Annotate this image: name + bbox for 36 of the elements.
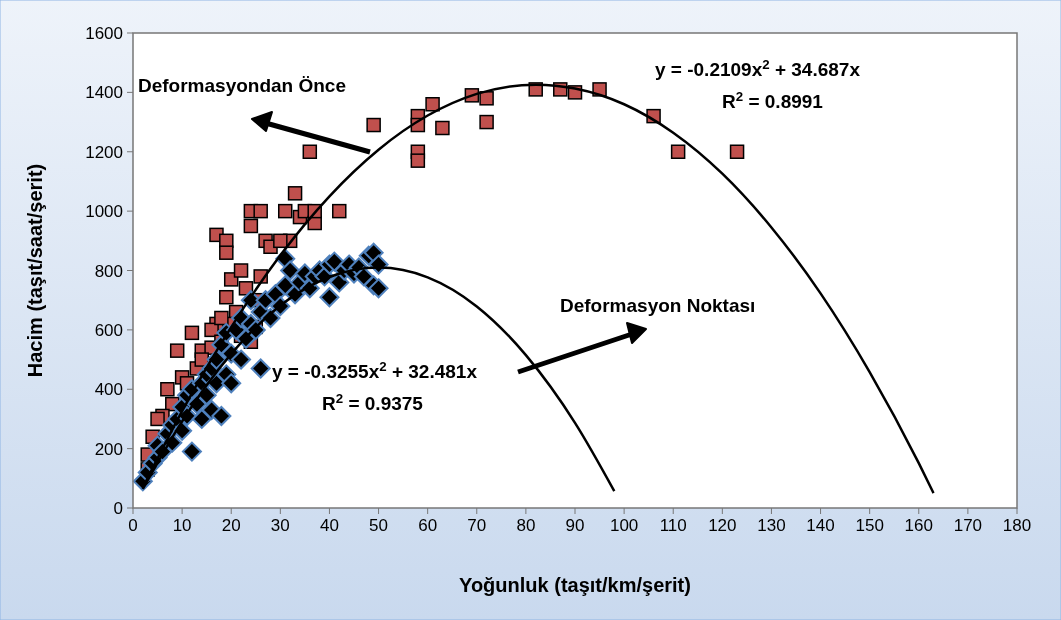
y-tick-label: 1400 — [85, 83, 123, 103]
x-tick-label: 160 — [904, 516, 933, 535]
x-tick-label: 30 — [270, 516, 290, 535]
x-tick-label: 120 — [708, 516, 737, 535]
y-tick-label: 1200 — [85, 142, 123, 162]
x-tick-label: 80 — [516, 516, 536, 535]
x-tick-label: 10 — [172, 516, 192, 535]
x-tick-label: 70 — [467, 516, 487, 535]
y-tick-label: 800 — [94, 261, 123, 281]
annotation: Deformasyondan Önce — [138, 75, 346, 96]
y-tick-label: 400 — [94, 380, 123, 400]
x-axis-title: Yoğunluk (taşıt/km/şerit) — [459, 574, 691, 596]
x-tick-label: 150 — [855, 516, 884, 535]
y-axis-title: Hacim (taşıt/saat/şerit) — [24, 163, 46, 378]
x-tick-label: 170 — [953, 516, 983, 535]
x-tick-label: 110 — [659, 516, 687, 535]
y-tick-label: 600 — [94, 320, 123, 340]
x-tick-label: 90 — [565, 516, 585, 535]
y-tick-label: 0 — [113, 499, 123, 518]
x-tick-label: 0 — [128, 516, 138, 535]
y-tick-label: 200 — [94, 439, 123, 459]
annotation: R$^{2}$ = 0.8991 — [722, 88, 824, 112]
x-tick-label: 180 — [1002, 516, 1032, 535]
x-tick-label: 20 — [221, 516, 241, 535]
y-tick-label: 1000 — [85, 202, 123, 222]
x-tick-label: 40 — [319, 516, 339, 535]
x-tick-label: 100 — [609, 516, 639, 535]
y-tick-label: 1600 — [85, 24, 123, 43]
annotation: y = -0.3255x$^{2}$ + 32.481x — [272, 358, 478, 382]
annotation: R$^{2}$ = 0.9375 — [322, 390, 424, 414]
x-tick-label: 60 — [418, 516, 438, 535]
annotation: y = -0.2109x$^{2}$ + 34.687x — [655, 56, 861, 80]
annotation: Deformasyon Noktası — [560, 295, 756, 316]
x-tick-label: 140 — [806, 516, 835, 535]
x-tick-label: 50 — [369, 516, 389, 535]
x-tick-label: 130 — [757, 516, 786, 535]
